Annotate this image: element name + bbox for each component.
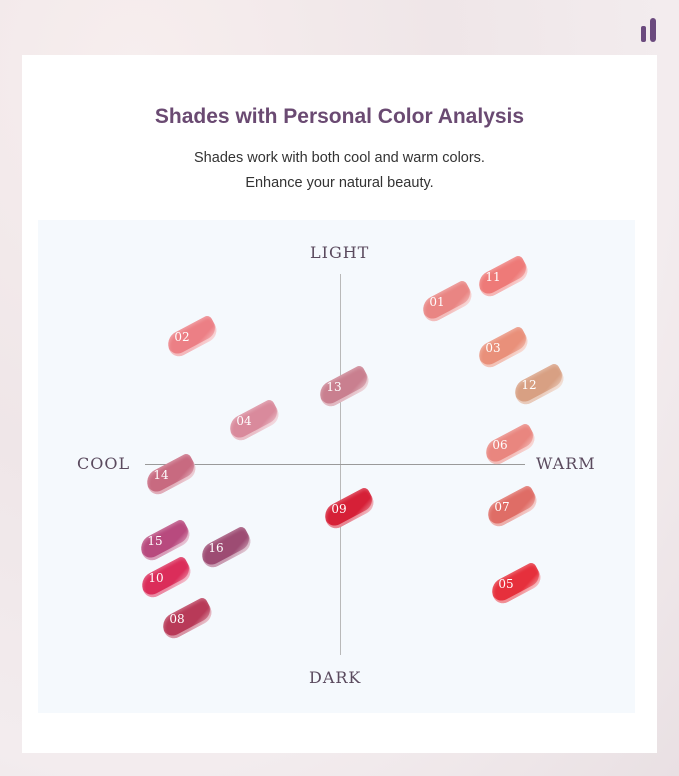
shade-swatch-01: 01 [418, 279, 476, 325]
shade-label: 13 [326, 380, 342, 394]
shade-swatch-13: 13 [315, 364, 373, 410]
axis-label-light: LIGHT [310, 243, 370, 262]
shade-label: 08 [169, 612, 185, 626]
shade-label: 04 [236, 414, 252, 428]
shade-swatch-15: 15 [136, 518, 194, 564]
shade-label: 06 [492, 438, 508, 452]
axis-label-cool: COOL [77, 454, 131, 473]
axis-label-dark: DARK [309, 668, 362, 687]
page-title: Shades with Personal Color Analysis [154, 105, 525, 128]
shade-swatch-14: 14 [142, 452, 200, 498]
shade-swatch-02: 02 [163, 314, 221, 360]
shade-label: 12 [521, 378, 537, 392]
shade-swatch-03: 03 [474, 325, 532, 371]
shade-label: 01 [429, 295, 445, 309]
content-card: Shades with Personal Color Analysis Shad… [22, 55, 657, 753]
shade-swatch-06: 06 [481, 422, 539, 468]
shade-swatch-07: 07 [483, 484, 541, 530]
shade-swatch-12: 12 [510, 362, 568, 408]
shade-label: 07 [494, 500, 510, 514]
axis-label-warm: WARM [536, 454, 596, 473]
shade-label: 16 [208, 541, 224, 555]
shade-label: 11 [485, 270, 501, 284]
shade-label: 02 [174, 330, 190, 344]
shade-label: 03 [485, 341, 501, 355]
shade-swatch-11: 11 [474, 254, 532, 300]
shade-chart: LIGHT DARK COOL WARM 01 02 03 04 05 06 07 08 09 1… [38, 220, 635, 713]
shade-label: 10 [148, 571, 164, 585]
shade-swatch-09: 09 [320, 486, 378, 532]
brand-logo-icon [641, 18, 656, 42]
subtitle-line-1: Shades work with both cool and warm colo… [194, 150, 485, 166]
shade-swatch-16: 16 [197, 525, 255, 571]
shade-label: 14 [153, 468, 169, 482]
shade-swatch-04: 04 [225, 398, 283, 444]
shade-label: 15 [147, 534, 163, 548]
horizontal-axis [145, 464, 525, 465]
shade-swatch-10: 10 [137, 555, 195, 601]
shade-label: 05 [498, 577, 514, 591]
subtitle-line-2: Enhance your natural beauty. [245, 175, 434, 191]
shade-swatch-05: 05 [487, 561, 545, 607]
shade-swatch-08: 08 [158, 596, 216, 642]
shade-label: 09 [331, 502, 347, 516]
